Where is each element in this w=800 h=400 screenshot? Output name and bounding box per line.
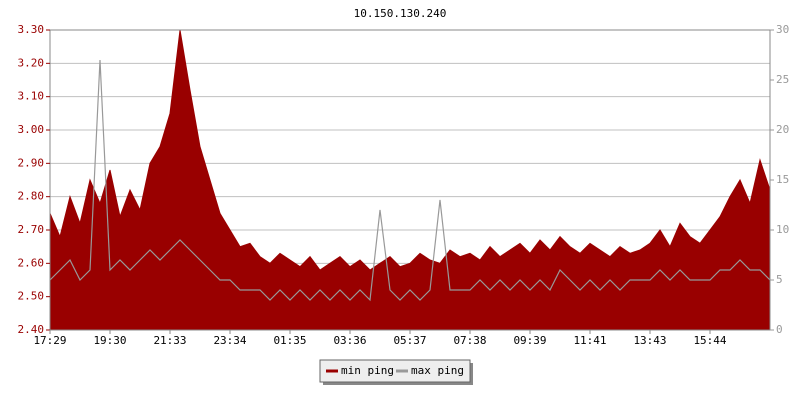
- x-tick-label: 05:37: [393, 334, 426, 347]
- legend-label: min ping: [341, 364, 394, 377]
- y2-tick-label: 5: [776, 273, 783, 286]
- min-ping-area: [49, 29, 771, 331]
- y-tick-label: 2.60: [18, 256, 45, 269]
- x-tick-label: 17:29: [33, 334, 66, 347]
- y2-tick-label: 15: [776, 173, 789, 186]
- y-tick-label: 2.40: [18, 323, 45, 336]
- chart-title: 10.150.130.240: [354, 7, 447, 20]
- legend-label: max ping: [411, 364, 464, 377]
- x-tick-label: 19:30: [93, 334, 126, 347]
- y2-tick-label: 25: [776, 73, 789, 86]
- x-tick-label: 07:38: [453, 334, 486, 347]
- y2-tick-label: 20: [776, 123, 789, 136]
- y-tick-label: 3.20: [18, 56, 45, 69]
- y-tick-label: 3.10: [18, 90, 45, 103]
- x-tick-label: 13:43: [633, 334, 666, 347]
- y2-tick-label: 10: [776, 223, 789, 236]
- y2-tick-label: 30: [776, 23, 789, 36]
- y-tick-label: 2.50: [18, 290, 45, 303]
- max-ping-line: [49, 59, 771, 302]
- x-tick-label: 09:39: [513, 334, 546, 347]
- x-tick-label: 11:41: [573, 334, 606, 347]
- y-tick-label: 2.70: [18, 223, 45, 236]
- y-tick-label: 2.80: [18, 190, 45, 203]
- x-tick-label: 23:34: [213, 334, 246, 347]
- y2-tick-label: 0: [776, 323, 783, 336]
- y-tick-label: 3.00: [18, 123, 45, 136]
- y-tick-label: 2.90: [18, 156, 45, 169]
- y-tick-label: 3.30: [18, 23, 45, 36]
- x-tick-label: 21:33: [153, 334, 186, 347]
- x-tick-label: 15:44: [693, 334, 726, 347]
- x-tick-label: 01:35: [273, 334, 306, 347]
- x-tick-label: 03:36: [333, 334, 366, 347]
- legend-box: [319, 359, 471, 383]
